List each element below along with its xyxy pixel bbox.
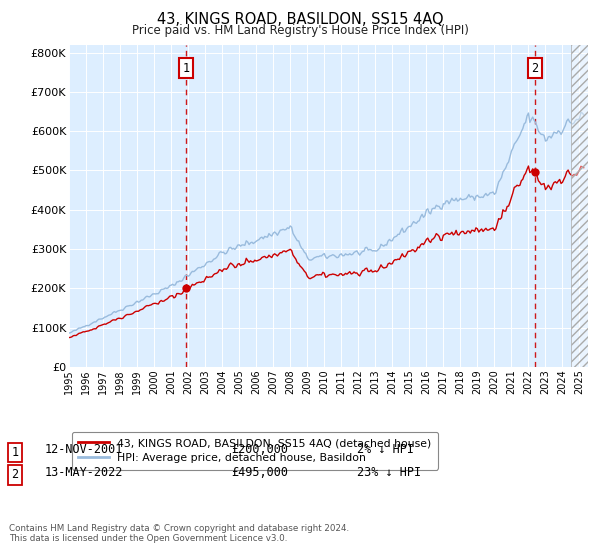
Text: 1: 1 — [182, 62, 190, 75]
Text: £200,000: £200,000 — [231, 443, 288, 456]
Text: This data is licensed under the Open Government Licence v3.0.: This data is licensed under the Open Gov… — [9, 534, 287, 543]
Text: 2: 2 — [531, 62, 538, 75]
Text: 2: 2 — [11, 468, 19, 482]
Text: Contains HM Land Registry data © Crown copyright and database right 2024.: Contains HM Land Registry data © Crown c… — [9, 524, 349, 533]
Text: 13-MAY-2022: 13-MAY-2022 — [45, 465, 124, 479]
Text: 43, KINGS ROAD, BASILDON, SS15 4AQ: 43, KINGS ROAD, BASILDON, SS15 4AQ — [157, 12, 443, 27]
Text: £495,000: £495,000 — [231, 465, 288, 479]
Text: 12-NOV-2001: 12-NOV-2001 — [45, 443, 124, 456]
Text: 2% ↓ HPI: 2% ↓ HPI — [357, 443, 414, 456]
Text: 1: 1 — [11, 446, 19, 459]
Text: 23% ↓ HPI: 23% ↓ HPI — [357, 465, 421, 479]
Legend: 43, KINGS ROAD, BASILDON, SS15 4AQ (detached house), HPI: Average price, detache: 43, KINGS ROAD, BASILDON, SS15 4AQ (deta… — [72, 432, 438, 470]
Text: Price paid vs. HM Land Registry's House Price Index (HPI): Price paid vs. HM Land Registry's House … — [131, 24, 469, 36]
